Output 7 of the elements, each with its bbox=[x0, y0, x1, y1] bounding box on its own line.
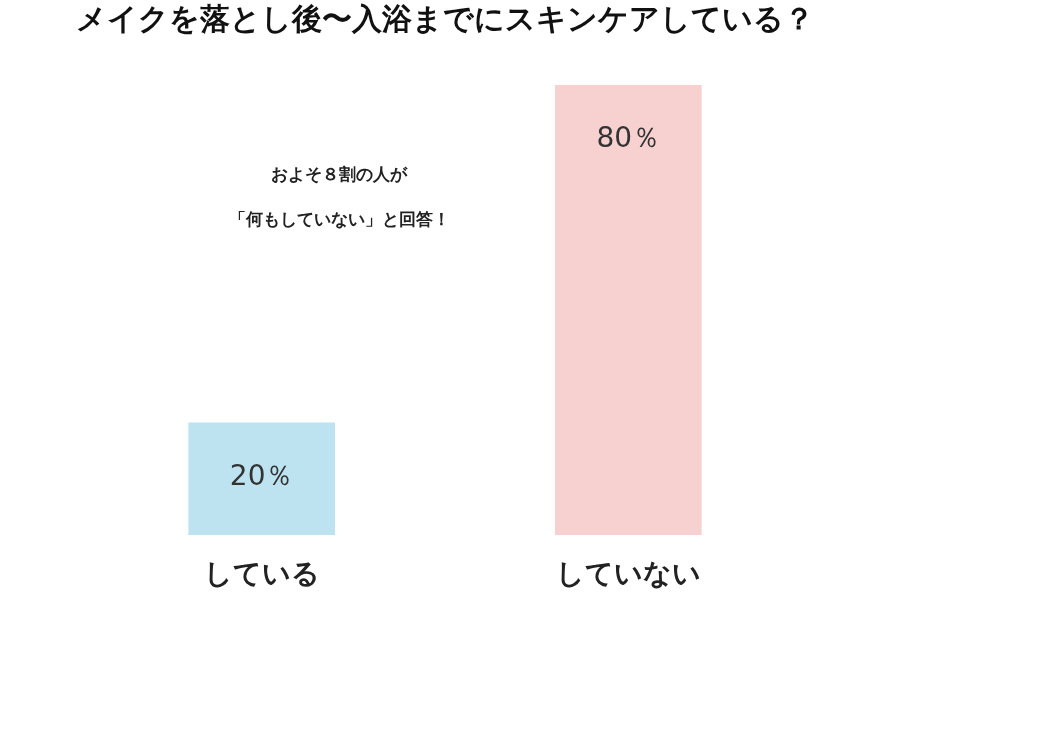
chart-title: メイクを落とし後〜入浴までにスキンケアしている？ bbox=[76, 1, 814, 36]
annotation: 「何もしていない」と回答！ bbox=[228, 209, 450, 229]
annotation: およそ８割の人が bbox=[271, 164, 409, 184]
x-tick-label: していない bbox=[555, 556, 701, 590]
data-label: 20％ bbox=[229, 458, 294, 492]
x-tick-label: している bbox=[203, 556, 320, 590]
data-label: 80％ bbox=[596, 121, 661, 154]
